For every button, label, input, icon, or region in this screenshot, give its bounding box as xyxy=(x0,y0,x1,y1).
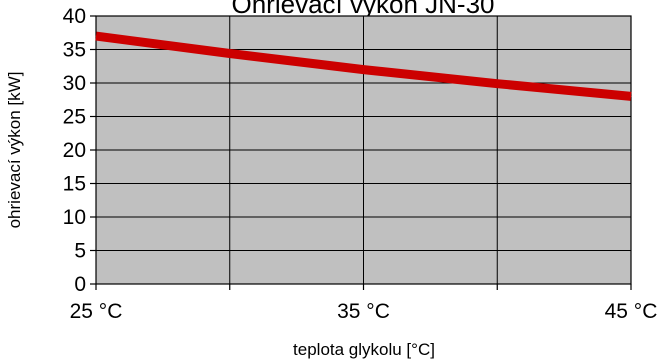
series-layer xyxy=(95,31,632,101)
data-point xyxy=(95,35,97,37)
y-tick-label: 30 xyxy=(63,72,86,95)
y-tick-label: 20 xyxy=(63,139,86,162)
x-tick-label: 45 °C xyxy=(605,300,658,323)
y-tick-label: 25 xyxy=(63,106,86,129)
x-tick-label: 35 °C xyxy=(337,300,390,323)
data-point xyxy=(229,53,231,55)
chart-title: Ohrievací výkon JN-30 xyxy=(232,0,495,19)
y-tick-label: 0 xyxy=(74,273,86,296)
y-tick-label: 15 xyxy=(63,173,86,196)
x-axis-label: teplota glykolu [°C] xyxy=(293,340,435,359)
plot-frame xyxy=(95,15,632,285)
x-tick-label: 25 °C xyxy=(70,300,123,323)
x-axis-ticks: 25 °C 35 °C 45 °C xyxy=(70,284,658,323)
data-point xyxy=(363,69,364,71)
y-tick-label: 5 xyxy=(74,240,86,263)
data-point xyxy=(496,83,498,85)
y-axis-ticks: 0 5 10 15 20 25 30 35 40 xyxy=(63,5,96,296)
y-tick-label: 35 xyxy=(63,39,86,62)
data-point xyxy=(630,95,632,97)
y-axis-label: ohrievací výkon [kW] xyxy=(5,72,24,229)
y-tick-label: 40 xyxy=(63,5,86,28)
y-tick-label: 10 xyxy=(63,206,86,229)
